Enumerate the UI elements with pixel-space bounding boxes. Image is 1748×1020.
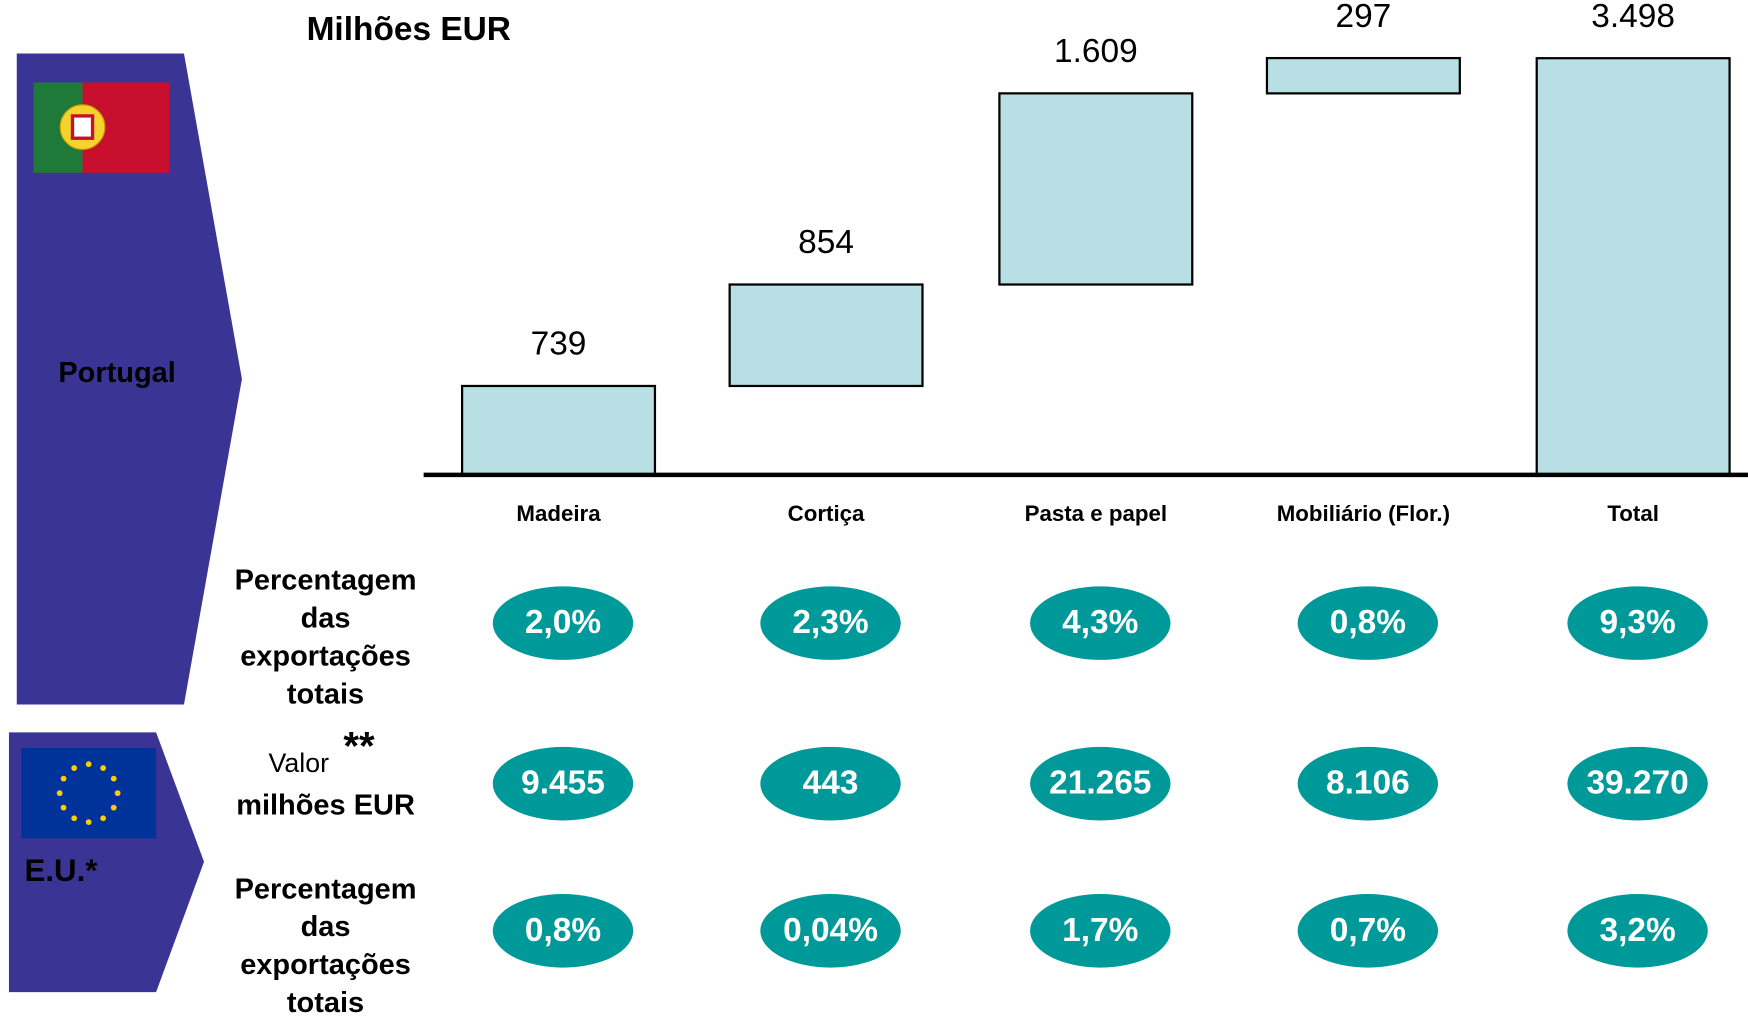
bar [1535, 57, 1731, 475]
eu-flag [21, 748, 157, 839]
cell-badge [1567, 746, 1708, 821]
cell-value: 9.455 [521, 765, 605, 802]
row-label: exportações [240, 949, 411, 981]
cell-value: 0,8% [1330, 604, 1406, 641]
cell-value: 0,04% [783, 912, 878, 949]
cell-badge [1297, 746, 1439, 821]
cell-badge [492, 746, 634, 821]
x-tick-label: Total [1607, 501, 1659, 526]
cell-badge [760, 894, 901, 968]
star [100, 815, 107, 822]
star [100, 765, 107, 771]
cell-badge [1030, 894, 1171, 968]
portugal-flag [33, 82, 170, 173]
row-label: Percentagem [235, 873, 417, 905]
cell-badge [760, 586, 901, 660]
row-label: exportações [240, 640, 411, 672]
cell-value: 9,3% [1599, 604, 1675, 641]
row-label: totais [287, 678, 364, 710]
bar [1265, 56, 1461, 95]
row-label: das [301, 602, 351, 634]
cell-value: 443 [803, 765, 859, 802]
row-label: totais [287, 987, 364, 1019]
bar [998, 92, 1194, 286]
bar [728, 283, 924, 388]
cell-badge [760, 746, 901, 821]
cell-value: 4,3% [1062, 604, 1138, 641]
cell-value: 0,7% [1330, 912, 1406, 949]
cell-badge [1567, 894, 1708, 968]
cell-value: 2,3% [792, 604, 868, 641]
star [71, 815, 78, 822]
group-label: E.U.* [25, 853, 99, 888]
cell-value: 1,7% [1062, 912, 1138, 949]
cell-value: 21.265 [1049, 765, 1151, 802]
group-label: Portugal [58, 357, 176, 389]
cell-badge [1567, 586, 1708, 660]
cell-value: 39.270 [1586, 765, 1688, 802]
cell-value: 3,2% [1599, 912, 1675, 949]
x-tick-label: Madeira [516, 501, 601, 526]
cell-badge [492, 894, 634, 968]
x-tick-label: Cortiça [788, 501, 865, 526]
cell-value: 0,8% [525, 912, 601, 949]
cell-badge [1297, 894, 1439, 968]
star [85, 819, 92, 826]
data-label: 297 [1335, 0, 1391, 35]
cell-badge [492, 586, 634, 660]
cell-badge [1030, 746, 1171, 821]
cell-badge [1030, 586, 1171, 660]
row-label: das [301, 911, 351, 943]
star [56, 790, 63, 797]
bar [460, 384, 657, 475]
row-label-mark: ** [343, 724, 375, 769]
cell-value: 8.106 [1326, 765, 1410, 802]
data-label: 739 [531, 326, 587, 363]
x-tick-label: Pasta e papel [1025, 501, 1167, 526]
chart-title: Milhões EUR [307, 11, 511, 48]
row-label: milhões EUR [236, 790, 415, 822]
row-label: Valor [269, 748, 330, 778]
portugal-banner [16, 53, 242, 705]
data-label: 1.609 [1054, 33, 1138, 70]
x-tick-label: Mobiliário (Flor.) [1277, 501, 1450, 526]
star [71, 765, 78, 771]
star [85, 761, 92, 768]
data-label: 854 [798, 224, 854, 261]
star [114, 790, 121, 797]
star [60, 804, 67, 811]
star [110, 804, 117, 811]
cell-value: 2,0% [525, 604, 601, 641]
star [110, 775, 117, 782]
star [60, 775, 67, 782]
row-label: Percentagem [235, 565, 417, 597]
data-label: 3.498 [1591, 0, 1675, 35]
cell-badge [1297, 586, 1439, 660]
